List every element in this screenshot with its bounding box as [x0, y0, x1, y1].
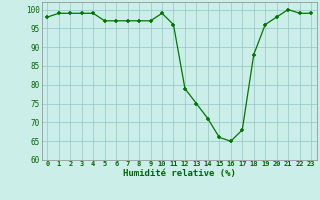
- X-axis label: Humidité relative (%): Humidité relative (%): [123, 169, 236, 178]
